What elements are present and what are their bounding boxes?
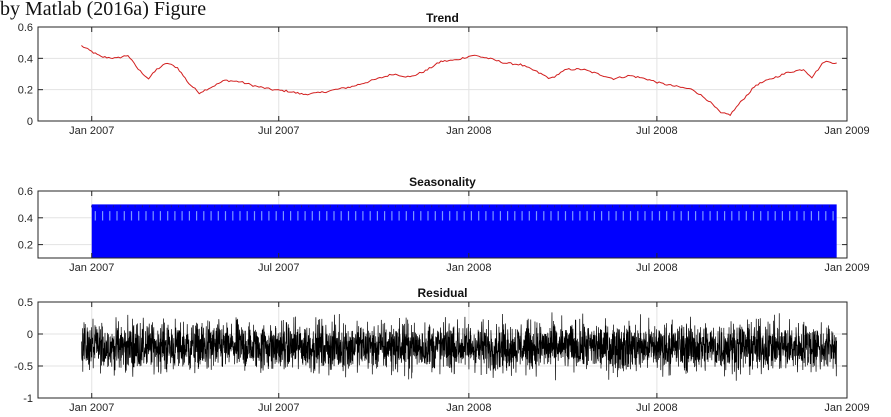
x-tick-label: Jan 2008 [446, 125, 491, 137]
x-tick-label: Jan 2009 [824, 125, 869, 137]
residual-series-line [81, 312, 838, 381]
y-tick-label: 0 [27, 116, 33, 128]
chart-panel-2: Jan 2007 Jul 2007 Jan 2008 Jul 2008 Jan 2009… [18, 175, 870, 274]
x-tick-label: Jul 2008 [636, 262, 678, 274]
axes-frame [37, 26, 848, 122]
x-tick-label: Jan 2007 [69, 262, 114, 274]
y-tick-label: -0.5 [14, 361, 33, 373]
plot-area [38, 27, 847, 121]
axes-frame [37, 301, 848, 399]
x-tick-label: Jan 2009 [824, 402, 869, 414]
x-tick-label: Jan 2009 [824, 262, 869, 274]
y-tick-label: 0.6 [18, 186, 33, 198]
x-tick-label: Jan 2008 [446, 262, 491, 274]
y-tick-label: 0.4 [18, 53, 33, 65]
y-tick-label: 0 [27, 329, 33, 341]
x-tick-label: Jul 2007 [258, 402, 300, 414]
y-tick-label: 0.5 [18, 297, 33, 309]
y-tick-label: 0.4 [18, 213, 33, 225]
seasonality-light-stripes [94, 211, 834, 221]
chart-title: Residual [417, 286, 467, 300]
top-caption: by Matlab (2016a) Figure [0, 0, 207, 20]
y-tick-label: -1 [23, 393, 33, 405]
x-tick-label: Jan 2007 [69, 402, 114, 414]
chart-title: Seasonality [409, 175, 476, 189]
chart-panel-3: Jan 2007 Jul 2007 Jan 2008 Jul 2008 Jan 2009… [14, 286, 870, 414]
trend-series-line [81, 45, 837, 117]
axes-frame [37, 190, 848, 259]
x-tick-label: Jul 2007 [258, 262, 300, 274]
y-tick-label: 0.6 [18, 22, 33, 34]
x-tick-label: Jul 2007 [258, 125, 300, 137]
x-tick-label: Jul 2008 [636, 125, 678, 137]
chart-panel-1: Jan 2007 Jul 2007 Jan 2008 Jul 2008 Jan 2009… [18, 11, 870, 137]
seasonality-peak-marks [91, 205, 830, 208]
x-tick-label: Jan 2008 [446, 402, 491, 414]
x-tick-label: Jul 2008 [636, 402, 678, 414]
y-tick-label: 0.2 [18, 240, 33, 252]
y-tick-label: 0.2 [18, 85, 33, 97]
chart-title: Trend [426, 11, 459, 25]
x-tick-label: Jan 2007 [69, 125, 114, 137]
